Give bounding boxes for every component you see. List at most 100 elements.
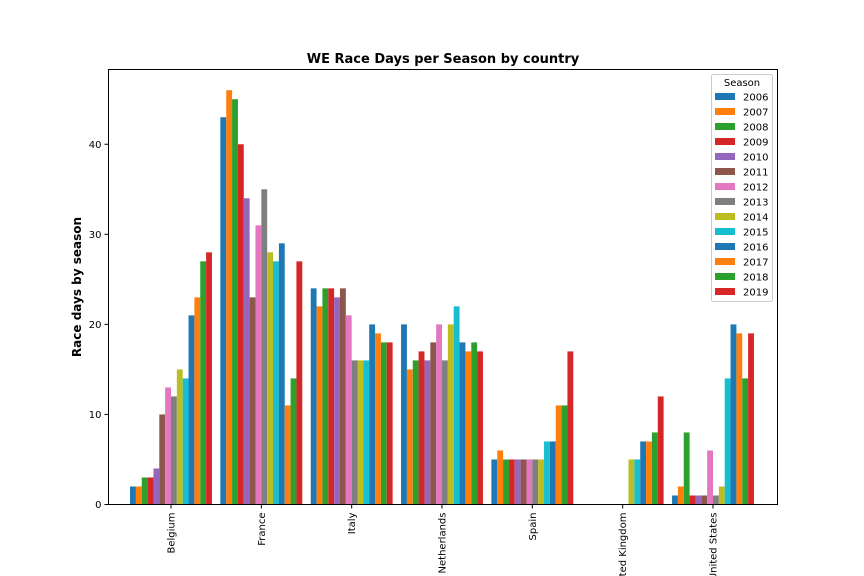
bar-2012-france xyxy=(255,225,262,505)
legend-swatch-2016 xyxy=(715,243,735,250)
bar-2013-france xyxy=(261,189,268,505)
bar-2018-netherlands xyxy=(471,342,478,505)
bar-2010-belgium xyxy=(153,468,160,505)
bar-2019-spain xyxy=(567,351,574,505)
bar-2009-netherlands xyxy=(418,351,425,505)
bar-2017-france xyxy=(284,405,291,505)
bar-2014-belgium xyxy=(176,369,183,505)
bar-2006-spain xyxy=(491,459,498,505)
bar-2009-united-states xyxy=(689,495,696,505)
legend-label-2019: 2019 xyxy=(743,288,768,299)
bar-2006-netherlands xyxy=(401,324,407,505)
bar-2009-france xyxy=(237,144,244,505)
bar-2011-italy xyxy=(339,288,346,505)
bar-2010-netherlands xyxy=(424,360,431,505)
bar-2008-spain xyxy=(503,459,509,505)
bar-2017-belgium xyxy=(194,297,201,505)
legend-label-2014: 2014 xyxy=(743,213,768,224)
plot-area: 0 10 20 30 40 Belgium France Italy Netherlands S… xyxy=(89,69,778,576)
legend-swatch-2018 xyxy=(715,273,735,280)
bar-2012-spain xyxy=(526,459,533,505)
y-axis: 0 10 20 30 40 xyxy=(89,140,109,511)
bar-2014-france xyxy=(267,252,274,505)
legend-swatch-2013 xyxy=(715,198,735,205)
legend-label-2007: 2007 xyxy=(743,108,768,119)
bar-2014-italy xyxy=(357,360,364,505)
x-tick-label: Netherlands xyxy=(438,513,449,574)
bar-2006-france xyxy=(220,117,227,505)
y-axis-label: Race days by season xyxy=(70,217,84,357)
legend-swatch-2008 xyxy=(715,123,735,130)
legend-swatch-2019 xyxy=(715,288,735,295)
bar-2019-united-states xyxy=(748,333,754,505)
bar-2018-france xyxy=(290,378,297,505)
legend-swatch-2012 xyxy=(715,183,735,190)
legend-label-2013: 2013 xyxy=(743,198,768,209)
bar-2008-belgium xyxy=(141,477,148,505)
bar-2015-italy xyxy=(363,360,370,505)
bar-2007-france xyxy=(226,90,233,505)
bar-2016-spain xyxy=(549,441,556,505)
x-axis: Belgium France Italy Netherlands Spain United… xyxy=(167,504,720,576)
bar-2014-netherlands xyxy=(447,324,454,505)
bar-2011-spain xyxy=(520,459,527,505)
x-tick-label: Belgium xyxy=(167,513,178,554)
bar-2016-belgium xyxy=(188,315,195,505)
y-tick-label: 40 xyxy=(89,140,102,151)
bar-2012-italy xyxy=(345,315,352,505)
bar-2019-netherlands xyxy=(477,351,483,505)
bar-2016-netherlands xyxy=(459,342,466,505)
bar-2018-spain xyxy=(561,405,568,505)
bar-2013-united-states xyxy=(713,495,719,505)
x-tick-label: United Kingdom xyxy=(618,513,629,576)
bar-2015-united-states xyxy=(724,378,731,505)
legend-swatch-2006 xyxy=(715,93,735,100)
bar-2017-italy xyxy=(375,333,381,505)
bar-2013-belgium xyxy=(171,396,177,505)
legend-label-2011: 2011 xyxy=(743,168,768,179)
legend-label-2018: 2018 xyxy=(743,273,768,284)
legend-label-2006: 2006 xyxy=(743,93,768,104)
bar-2017-netherlands xyxy=(465,351,472,505)
legend-swatch-2009 xyxy=(715,138,735,145)
bar-2017-united-states xyxy=(736,333,743,505)
bar-2015-france xyxy=(273,261,279,505)
bar-2011-netherlands xyxy=(430,342,437,505)
bar-2010-united-states xyxy=(695,495,702,505)
bar-2007-netherlands xyxy=(406,369,413,505)
legend-label-2010: 2010 xyxy=(743,153,768,164)
bar-2015-netherlands xyxy=(453,306,460,505)
legend-swatch-2010 xyxy=(715,153,735,160)
bar-2019-united-kingdom xyxy=(657,396,664,505)
legend-label-2015: 2015 xyxy=(743,228,768,239)
x-tick-label: Spain xyxy=(528,513,539,541)
bar-2015-united-kingdom xyxy=(634,459,641,505)
bar-2007-italy xyxy=(316,306,323,505)
bar-2014-spain xyxy=(538,459,545,505)
bar-2010-france xyxy=(243,198,250,505)
bar-2015-belgium xyxy=(182,378,189,505)
bar-2009-spain xyxy=(508,459,515,505)
legend-label-2009: 2009 xyxy=(743,138,768,149)
bar-2013-spain xyxy=(532,459,539,505)
bar-2013-netherlands xyxy=(442,360,448,505)
legend-swatch-2017 xyxy=(715,258,735,265)
bar-2016-italy xyxy=(369,324,376,505)
legend-swatch-2011 xyxy=(715,168,735,175)
x-tick-label: Italy xyxy=(347,512,358,534)
bar-2017-united-kingdom xyxy=(646,441,652,505)
bar-2007-united-states xyxy=(677,486,684,505)
bar-2018-belgium xyxy=(200,261,207,505)
bar-2019-france xyxy=(296,261,303,505)
legend: Season 200620072008200920102011201220132… xyxy=(711,74,773,302)
bar-2008-france xyxy=(232,99,238,505)
legend-swatch-2007 xyxy=(715,108,735,115)
bar-2008-netherlands xyxy=(412,360,419,505)
bar-2006-belgium xyxy=(130,486,136,505)
bar-2007-spain xyxy=(497,450,504,505)
y-tick-label: 0 xyxy=(95,500,101,511)
bar-2011-belgium xyxy=(159,414,166,505)
bar-2019-belgium xyxy=(206,252,212,505)
y-tick-label: 20 xyxy=(89,320,102,331)
